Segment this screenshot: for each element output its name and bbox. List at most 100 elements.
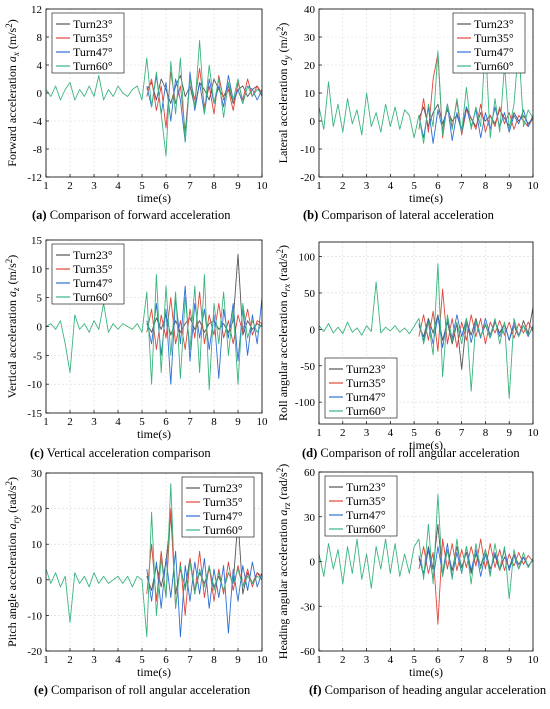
x-tick-label: 5 [139, 654, 145, 666]
y-axis-label: Heading angular acceleration arz (rad/s2… [275, 464, 292, 659]
x-tick-label: 5 [139, 416, 145, 428]
y-tick-label: 100 [299, 252, 316, 264]
y-tick-label: -4 [33, 116, 43, 128]
y-tick-label: -60 [300, 646, 315, 658]
chart-panel-c: 1 2 3 4 5 6 7 8 9 10 -15 -10 -5 0 5 10 15 time(s) Vertical… [4, 235, 268, 441]
axes-frame [318, 241, 534, 425]
series-line-turn35 [418, 538, 533, 625]
x-tick-label: 3 [364, 427, 370, 439]
x-axis-label: time(s) [409, 438, 443, 452]
x-axis-label: time(s) [137, 191, 171, 205]
legend-box [324, 357, 398, 419]
y-tick-label: -5 [33, 350, 43, 362]
y-tick-label: 8 [37, 32, 43, 44]
x-tick-label: 5 [411, 427, 417, 439]
x-axis-label: time(s) [137, 665, 171, 679]
series-line-turn60 [46, 274, 262, 391]
x-tick-label: 6 [435, 427, 441, 439]
x-tick-label: 7 [187, 416, 193, 428]
x-tick-label: 5 [411, 654, 417, 666]
x-tick-label: 6 [163, 416, 169, 428]
series-line-turn23 [146, 75, 262, 108]
legend-label: Turn35° [73, 31, 113, 45]
legend-label: Turn23° [474, 17, 514, 31]
y-tick-label: 10 [31, 539, 43, 551]
axes-frame [45, 472, 263, 652]
x-tick-label: 5 [411, 180, 417, 192]
panel-caption: (c) Vertical acceleration comparison [30, 446, 211, 460]
y-tick-label: 4 [37, 60, 43, 72]
y-tick-label: 40 [304, 4, 316, 16]
x-tick-label: 1 [316, 427, 322, 439]
chart-panel-d: 1 2 3 4 5 6 7 8 9 10 -100 -50 0 50 100 time(s) Roll angu… [275, 241, 540, 452]
legend-label: Turn47° [346, 508, 386, 522]
y-tick-label: 10 [304, 88, 316, 100]
legend: Turn23°Turn35°Turn47°Turn60° [324, 357, 398, 419]
y-axis-label: Roll angular acceleration arx (rad/s2) [275, 245, 292, 421]
legend-label: Turn47° [73, 276, 113, 290]
series-group [46, 483, 262, 638]
x-tick-label: 8 [211, 180, 217, 192]
x-axis-label: time(s) [409, 665, 443, 679]
legend-label: Turn23° [346, 362, 386, 376]
x-tick-label: 3 [91, 180, 97, 192]
y-tick-label: -10 [27, 379, 42, 391]
legend-label: Turn60° [346, 522, 386, 536]
x-tick-label: 10 [257, 180, 269, 192]
x-tick-label: 6 [435, 654, 441, 666]
legend-label: Turn23° [203, 481, 243, 495]
x-tick-label: 5 [139, 180, 145, 192]
x-tick-label: 10 [528, 180, 540, 192]
x-tick-label: 4 [115, 416, 121, 428]
x-tick-label: 3 [91, 654, 97, 666]
x-tick-label: 4 [115, 180, 121, 192]
x-tick-label: 1 [43, 180, 49, 192]
x-tick-label: 7 [459, 180, 465, 192]
y-axis-label: Pitch angle acceleration ary (rad/s2) [4, 477, 21, 647]
y-tick-label: 0 [37, 575, 43, 587]
legend-label: Turn35° [474, 31, 514, 45]
x-tick-label: 2 [340, 427, 346, 439]
x-tick-label: 4 [388, 654, 394, 666]
series-line-turn60 [319, 493, 533, 600]
x-tick-label: 8 [211, 416, 217, 428]
y-tick-label: -20 [27, 646, 42, 658]
x-tick-label: 6 [435, 180, 441, 192]
legend-label: Turn60° [203, 523, 243, 537]
legend-label: Turn60° [73, 59, 113, 73]
y-tick-label: -8 [33, 144, 43, 156]
legend: Turn23°Turn35°Turn47°Turn60° [51, 243, 125, 305]
x-tick-label: 9 [235, 180, 241, 192]
x-tick-label: 8 [483, 654, 489, 666]
x-tick-label: 1 [43, 416, 49, 428]
panel-caption: (a) Comparison of forward acceleration [32, 208, 231, 222]
y-tick-label: 0 [37, 88, 43, 100]
chart-panel-f: 1 2 3 4 5 6 7 8 9 10 -60 -30 0 30 60 time(s) Heading ang… [275, 464, 539, 679]
y-tick-label: 60 [304, 467, 316, 479]
x-tick-label: 7 [459, 427, 465, 439]
y-axis-label: Lateral acceleration ay (m/s2) [275, 23, 292, 164]
chart-panel-b: 1 2 3 4 5 6 7 8 9 10 -20 -10 0 10 20 30 40 time(s) Lateral… [275, 4, 539, 205]
series-line-turn60 [46, 40, 262, 157]
x-tick-label: 1 [316, 180, 322, 192]
legend-label: Turn23° [346, 480, 386, 494]
series-line-turn35 [146, 291, 262, 351]
x-tick-label: 2 [340, 654, 346, 666]
y-tick-label: -20 [300, 172, 315, 184]
y-tick-label: 0 [310, 116, 316, 128]
series-line-turn35 [418, 288, 533, 352]
panel-caption: (b) Comparison of lateral acceleration [303, 208, 495, 222]
x-tick-label: 3 [364, 180, 370, 192]
x-tick-label: 4 [388, 427, 394, 439]
x-tick-label: 9 [506, 654, 512, 666]
legend-label: Turn23° [73, 17, 113, 31]
x-tick-label: 8 [483, 180, 489, 192]
x-tick-label: 10 [528, 427, 540, 439]
legend-label: Turn60° [346, 404, 386, 418]
legend-label: Turn47° [346, 390, 386, 404]
x-tick-label: 3 [91, 416, 97, 428]
series-line-turn60 [319, 42, 533, 144]
x-tick-label: 8 [211, 654, 217, 666]
